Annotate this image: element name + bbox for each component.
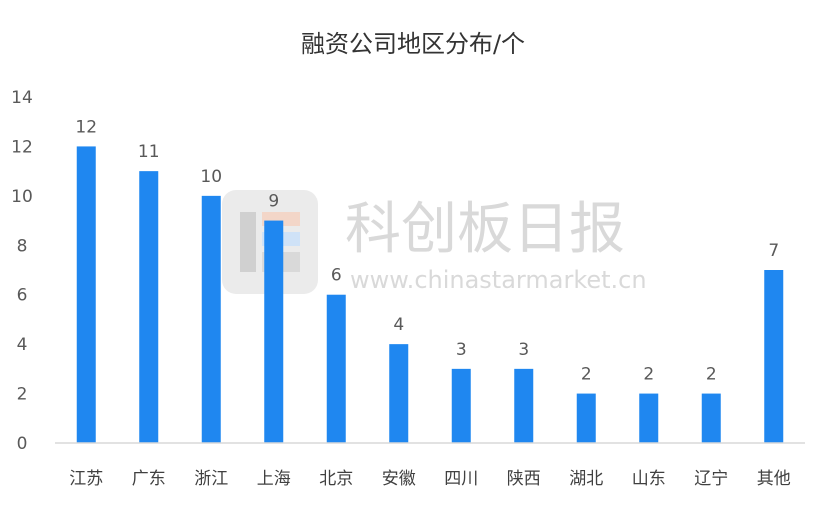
value-labels: 12 11 10 9 6 4 3 3 2 2 2 7 [75,117,779,384]
bar [764,270,784,443]
chart-title: 融资公司地区分布/个 [301,30,525,58]
y-tick-label: 4 [17,335,28,355]
x-tick-label: 山东 [632,469,666,489]
bar [701,393,721,443]
watermark: 科创板日报 www.chinastarmarket.cn [222,190,647,294]
data-label: 2 [581,365,592,385]
data-label: 2 [643,365,654,385]
x-tick-label: 其他 [757,469,791,489]
x-tick-label: 辽宁 [694,469,728,489]
bar [639,393,659,443]
data-label: 6 [331,266,342,286]
x-tick-label: 安徽 [382,469,416,489]
bars [76,146,784,443]
bar [389,344,409,443]
bar [514,368,534,443]
x-tick-label: 湖北 [569,469,603,489]
y-tick-label: 8 [17,236,28,256]
bar [139,171,159,443]
data-label: 2 [706,365,717,385]
x-tick-label: 广东 [132,469,166,489]
bar [326,294,346,443]
watermark-url: www.chinastarmarket.cn [350,266,647,294]
data-label: 4 [393,315,404,335]
x-tick-label: 陕西 [507,469,541,489]
data-label: 9 [268,192,279,212]
data-label: 11 [138,142,160,162]
data-label: 3 [456,340,467,360]
x-tick-label: 北京 [319,469,353,489]
y-tick-label: 14 [11,88,33,108]
category-labels: 江苏 广东 浙江 上海 北京 安徽 四川 陕西 湖北 山东 辽宁 其他 [69,469,791,489]
y-tick-label: 12 [11,137,33,157]
x-tick-label: 四川 [444,469,478,489]
bar [576,393,596,443]
y-axis-ticks: 0 2 4 6 8 10 12 14 [11,88,33,454]
bar [264,220,284,443]
data-label: 10 [200,167,222,187]
x-tick-label: 江苏 [69,469,103,489]
y-tick-label: 2 [17,385,28,405]
bar [201,195,221,443]
data-label: 3 [518,340,529,360]
y-tick-label: 6 [17,286,28,306]
y-tick-label: 0 [17,434,28,454]
x-tick-label: 浙江 [194,469,228,489]
watermark-brand: 科创板日报 [345,197,625,262]
x-tick-label: 上海 [257,469,291,489]
y-tick-label: 10 [11,187,33,207]
data-label: 12 [75,117,97,137]
bar [451,368,471,443]
data-label: 7 [768,241,779,261]
bar [76,146,96,443]
